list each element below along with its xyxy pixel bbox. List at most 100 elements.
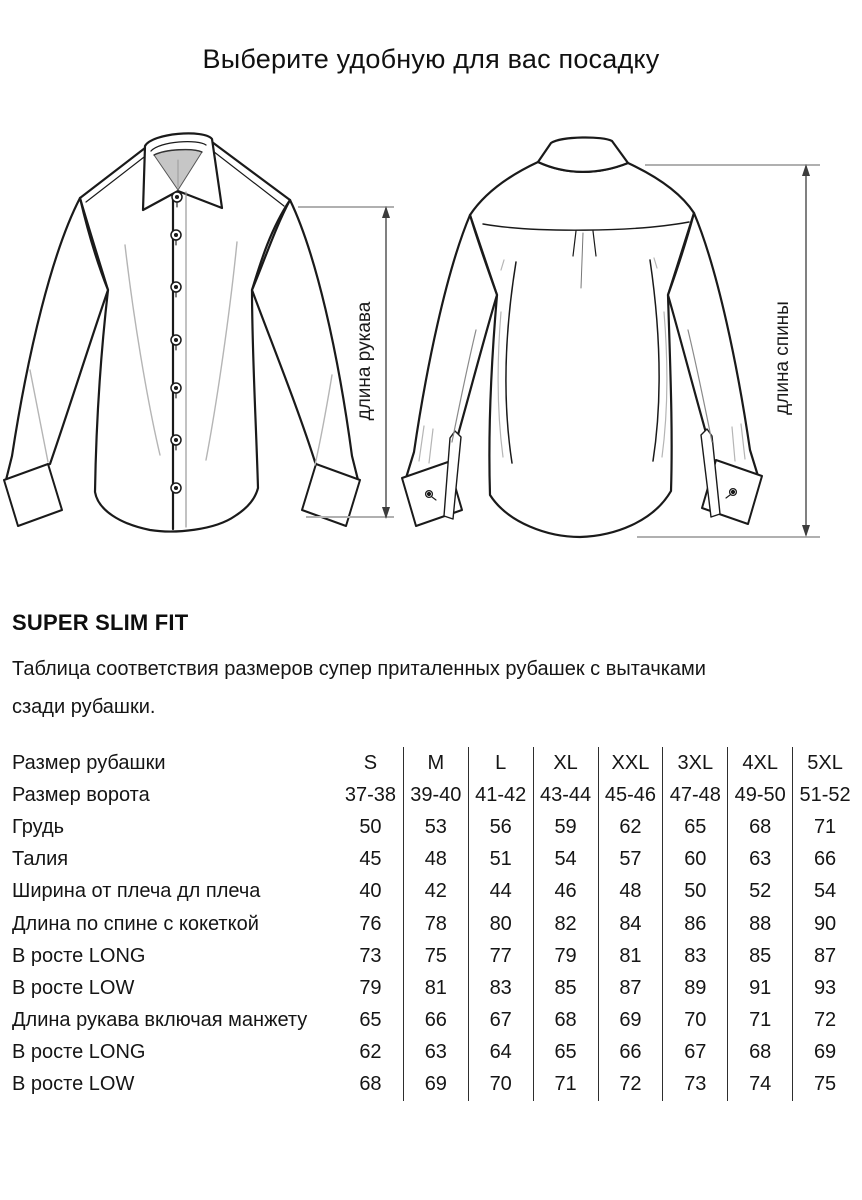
- cell-value: 83: [467, 972, 533, 1005]
- table-row: Длина по спине с кокеткой 76 78 80 82 84 86 88 9…: [12, 907, 857, 941]
- cell-value: 67: [662, 1036, 727, 1069]
- back-length-label: длина спины: [772, 301, 793, 415]
- cell-value: 59: [532, 811, 598, 844]
- row-label: Талия: [12, 848, 69, 871]
- cell-value: 69: [597, 1004, 663, 1037]
- cell-value: 90: [792, 907, 857, 941]
- cell-value: 72: [597, 1068, 663, 1102]
- cell-value: 42: [402, 875, 468, 908]
- cell-value: 53: [402, 811, 468, 844]
- row-label: Длина по спине с кокеткой: [12, 912, 259, 935]
- cell-value: 43-44: [532, 779, 598, 812]
- cell-value: 39-40: [402, 779, 468, 812]
- cell-value: S: [363, 751, 378, 774]
- fit-description-line2: сзади рубашки.: [12, 696, 156, 718]
- cell-value: 60: [662, 843, 727, 876]
- cell-value: 79: [359, 976, 382, 999]
- cell-value: XL: [532, 747, 598, 780]
- cell-value: 52: [727, 875, 792, 908]
- cell-value: 69: [402, 1068, 468, 1102]
- row-label: В росте LONG: [12, 944, 146, 967]
- cell-value: 64: [467, 1036, 533, 1069]
- shirt-diagrams: [3, 132, 820, 539]
- table-row: Размер ворота 37-38 39-40 41-42 43-44 45-46 47…: [12, 779, 857, 812]
- cell-value: 4XL: [727, 747, 792, 780]
- cell-value: 51-52: [792, 779, 857, 812]
- table-row: В росте LONG 73 75 77 79 81 83 85 87: [12, 940, 857, 973]
- cell-value: 78: [402, 907, 468, 941]
- cell-value: 75: [792, 1068, 857, 1102]
- cell-value: 50: [359, 815, 382, 838]
- cell-value: 89: [662, 972, 727, 1005]
- row-label: В росте LOW: [12, 1073, 135, 1096]
- cell-value: 49-50: [727, 779, 792, 812]
- cell-value: 71: [532, 1068, 598, 1102]
- shirt-back-drawing: [401, 136, 763, 539]
- cell-value: 85: [532, 972, 598, 1005]
- cell-value: 68: [727, 811, 792, 844]
- cell-value: 40: [359, 880, 382, 903]
- cell-value: 87: [792, 940, 857, 973]
- cell-value: 80: [467, 907, 533, 941]
- cell-value: 83: [662, 940, 727, 973]
- cell-value: 50: [662, 875, 727, 908]
- cell-value: 68: [532, 1004, 598, 1037]
- front-buttons: [170, 191, 183, 494]
- cell-value: 37-38: [344, 783, 397, 806]
- cell-value: 85: [727, 940, 792, 973]
- table-row: Талия 45 48 51 54 57 60 63 66: [12, 843, 857, 876]
- cell-value: 69: [792, 1036, 857, 1069]
- cell-value: 5XL: [792, 747, 857, 780]
- cell-value: 41-42: [467, 779, 533, 812]
- cell-value: 66: [402, 1004, 468, 1037]
- cell-value: 63: [727, 843, 792, 876]
- fit-description-line1: Таблица соответствия размеров супер прит…: [12, 658, 706, 680]
- cell-value: 68: [359, 1073, 382, 1096]
- cell-value: 44: [467, 875, 533, 908]
- cell-value: 45: [359, 848, 382, 871]
- cell-value: 91: [727, 972, 792, 1005]
- cell-value: 79: [532, 940, 598, 973]
- cell-value: 65: [662, 811, 727, 844]
- cell-value: 62: [359, 1041, 382, 1064]
- cell-value: 88: [727, 907, 792, 941]
- cell-value: 66: [597, 1036, 663, 1069]
- cell-value: 62: [597, 811, 663, 844]
- table-row: В росте LOW 79 81 83 85 87 89 91 93: [12, 972, 857, 1005]
- cell-value: 72: [792, 1004, 857, 1037]
- cell-value: 71: [727, 1004, 792, 1037]
- cell-value: 77: [467, 940, 533, 973]
- cell-value: 84: [597, 907, 663, 941]
- cell-value: 47-48: [662, 779, 727, 812]
- size-table: Размер рубашки S M L XL XXL 3XL 4XL 5XL Размер во…: [12, 747, 857, 1102]
- cell-value: 81: [402, 972, 468, 1005]
- table-row: Ширина от плеча дл плеча 40 42 44 46 48 50 52 54: [12, 875, 857, 908]
- cell-value: 70: [467, 1068, 533, 1102]
- sleeve-length-dimension: [298, 206, 394, 519]
- cell-value: 48: [402, 843, 468, 876]
- cell-value: 63: [402, 1036, 468, 1069]
- cell-value: 56: [467, 811, 533, 844]
- row-label: Размер рубашки: [12, 751, 166, 774]
- table-row: В росте LONG 62 63 64 65 66 67 68 69: [12, 1036, 857, 1069]
- row-label: Грудь: [12, 815, 65, 838]
- cell-value: 54: [792, 875, 857, 908]
- cell-value: 66: [792, 843, 857, 876]
- cell-value: 76: [359, 912, 382, 935]
- page-title: Выберите удобную для вас посадку: [202, 44, 660, 74]
- fit-heading: SUPER SLIM FIT: [12, 610, 189, 635]
- cell-value: 51: [467, 843, 533, 876]
- cell-value: 67: [467, 1004, 533, 1037]
- row-label: Длина рукава включая манжету: [12, 1009, 308, 1032]
- cell-value: 57: [597, 843, 663, 876]
- cell-value: 82: [532, 907, 598, 941]
- table-row: В росте LOW 68 69 70 71 72 73 74 75: [12, 1068, 857, 1102]
- cell-value: 45-46: [597, 779, 663, 812]
- cell-value: L: [467, 747, 533, 780]
- sleeve-length-label: длина рукава: [354, 301, 375, 421]
- cell-value: 73: [662, 1068, 727, 1102]
- row-label: Размер ворота: [12, 783, 150, 806]
- cell-value: XXL: [597, 747, 663, 780]
- cell-value: 48: [597, 875, 663, 908]
